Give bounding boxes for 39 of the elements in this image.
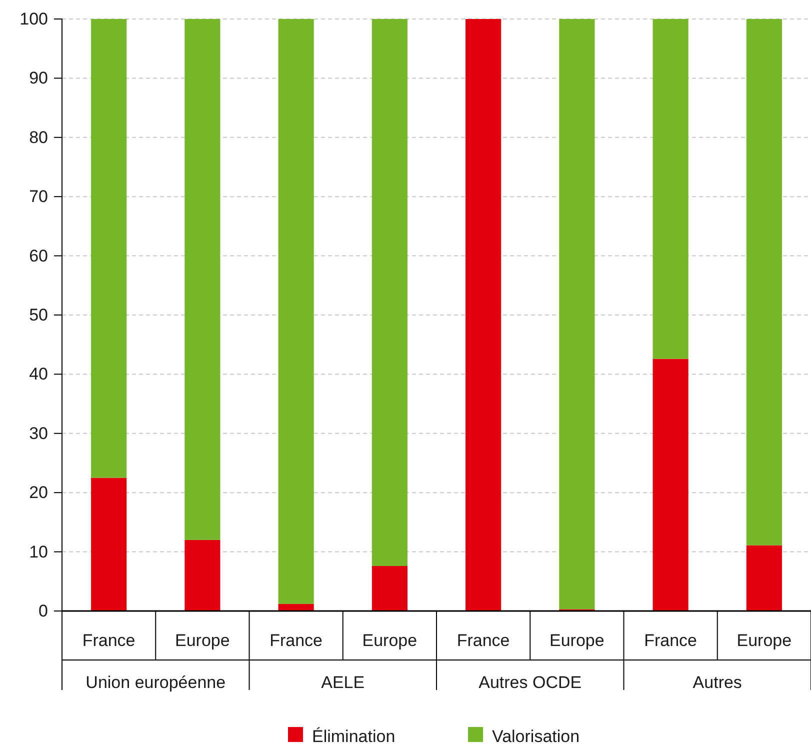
- y-tick-label: 90: [29, 68, 48, 88]
- bar: [91, 19, 127, 478]
- text: Union européenne: [86, 673, 226, 692]
- y-tick-label: 60: [29, 246, 48, 266]
- text: AELE: [321, 673, 365, 692]
- text: Autres OCDE: [478, 673, 582, 692]
- bar: [652, 19, 688, 359]
- bar: [466, 19, 502, 611]
- x-tick-label: Europe: [362, 631, 418, 650]
- bar: [184, 19, 220, 540]
- bar: [559, 19, 595, 610]
- bar: [184, 540, 220, 611]
- x-tick-label: France: [270, 631, 323, 650]
- bar: [746, 19, 782, 546]
- legend-label: Élimination: [312, 727, 396, 744]
- x-tick-label: France: [82, 631, 136, 650]
- y-tick-label: 30: [29, 424, 48, 443]
- x-tick-label: France: [456, 631, 510, 650]
- y-tick-label: 50: [29, 305, 48, 324]
- text: Autres: [692, 673, 742, 692]
- y-tick-label: 70: [29, 187, 48, 206]
- y-tick-label: 0: [38, 601, 48, 620]
- y-tick-label: 10: [29, 542, 48, 562]
- bar: [652, 358, 688, 611]
- x-tick-label: Europe: [175, 631, 230, 650]
- legend-label: Valorisation: [492, 727, 580, 744]
- x-tick-label: Europe: [736, 631, 792, 650]
- bar: [372, 19, 408, 566]
- y-tick-label: 20: [29, 483, 48, 502]
- bar: [746, 545, 782, 611]
- bar: [278, 19, 314, 604]
- bar: [91, 478, 127, 611]
- y-tick-label: 80: [29, 128, 48, 147]
- x-tick-label: Europe: [550, 631, 604, 650]
- x-tick-label: France: [644, 631, 698, 650]
- bar: [372, 566, 408, 611]
- y-tick-label: 40: [29, 364, 48, 384]
- y-tick-label: 100: [20, 9, 48, 28]
- bar: [278, 604, 314, 611]
